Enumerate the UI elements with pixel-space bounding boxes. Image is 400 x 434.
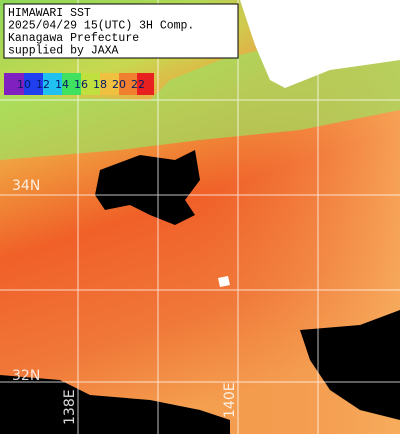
legend-swatch — [81, 73, 100, 95]
land — [240, 0, 400, 88]
lon-label: 140E — [222, 382, 238, 418]
lat-label: 34N — [12, 178, 40, 194]
header-line: Kanagawa Prefecture — [8, 32, 139, 45]
legend-label: 20 — [112, 78, 126, 91]
land — [95, 150, 200, 225]
legend-swatch — [24, 73, 43, 95]
legend-swatch — [119, 73, 137, 95]
legend-label: 18 — [93, 78, 107, 91]
header-box — [3, 3, 239, 59]
legend-label: 10 — [17, 78, 31, 91]
legend-labels: 10 12 14 16 18 20 22 — [17, 78, 145, 91]
cloud-mask — [300, 310, 400, 420]
lat-label: 32N — [12, 368, 40, 384]
legend-swatch — [43, 73, 62, 95]
legend-label: 12 — [36, 78, 50, 91]
legend-label: 16 — [74, 78, 88, 91]
legend-swatch — [4, 73, 24, 95]
header-line: supplied by JAXA — [8, 45, 119, 58]
lon-label: 138E — [62, 389, 78, 425]
legend-label: 22 — [131, 78, 145, 91]
island — [218, 276, 230, 287]
cloud-mask — [0, 375, 230, 434]
legend-label: 14 — [55, 78, 69, 91]
legend-swatch — [137, 73, 154, 95]
legend-bar — [4, 73, 154, 95]
legend-swatch — [100, 73, 119, 95]
header-line: 2025/04/29 15(UTC) 3H Comp. — [8, 20, 194, 33]
header-line: HIMAWARI SST — [8, 7, 91, 20]
legend-swatch — [62, 73, 81, 95]
